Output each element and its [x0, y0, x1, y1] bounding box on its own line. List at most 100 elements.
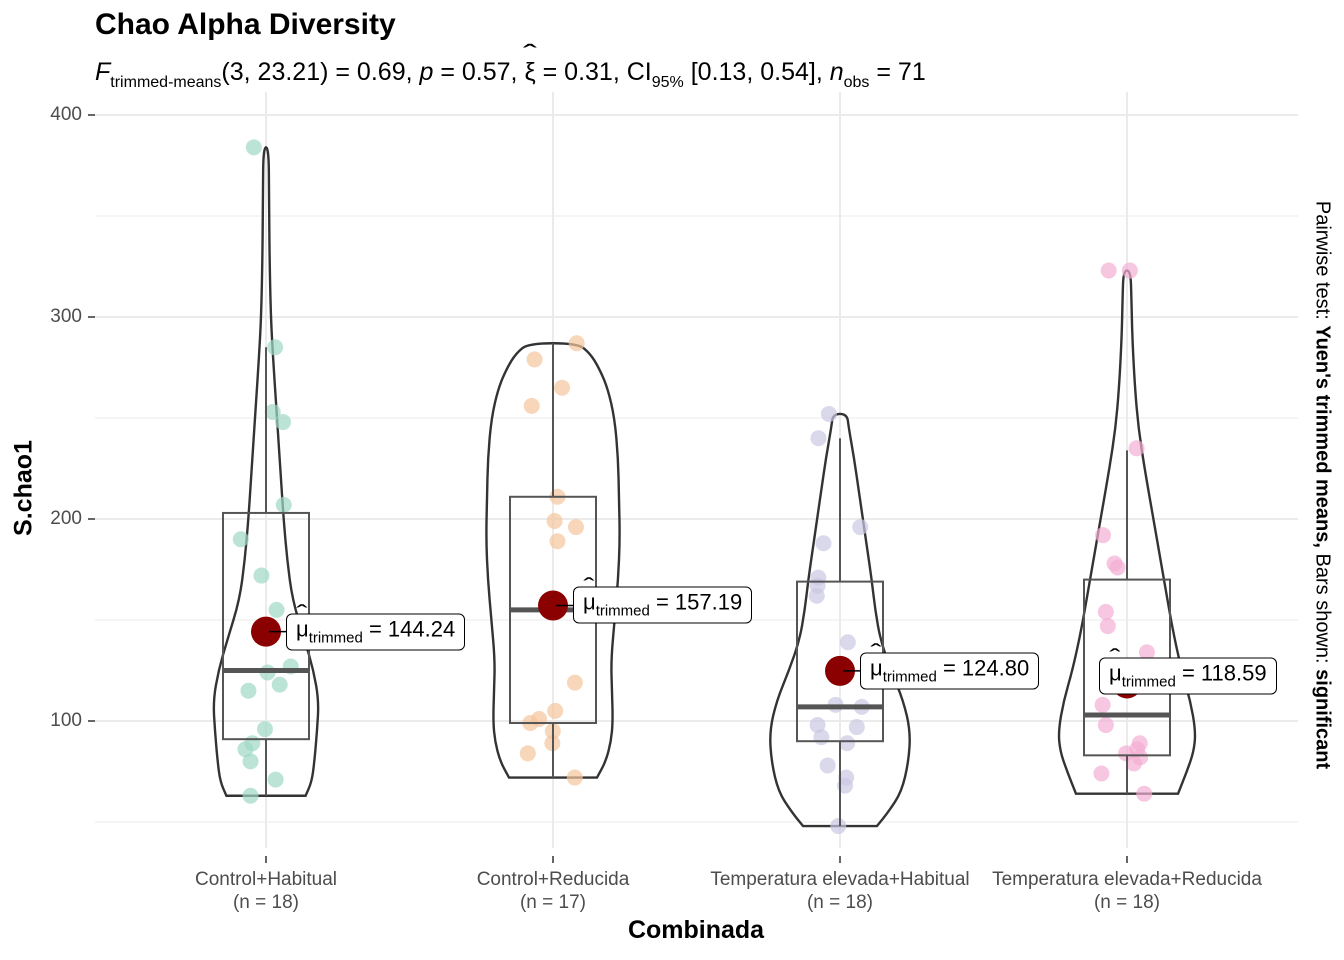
mean-label-symbol: μ	[870, 655, 883, 681]
data-point	[240, 682, 257, 699]
effect-value: = 0.31,	[542, 58, 620, 86]
ci-label: CI	[626, 58, 652, 86]
data-point	[815, 535, 832, 552]
x-tick-label: Control+Reducida (n = 17)	[477, 868, 630, 914]
data-point	[1128, 440, 1145, 457]
caption-prefix: Pairwise test:	[1311, 200, 1334, 326]
data-point	[549, 533, 566, 550]
y-axis-label: S.chao1	[9, 440, 38, 536]
pairwise-caption: Pairwise test: Yuen's trimmed means, Bar…	[1311, 201, 1334, 769]
chart-subtitle: Ftrimmed-means(3, 23.21) = 0.69, p = 0.5…	[95, 58, 926, 92]
mean-label-symbol: μ	[1109, 661, 1122, 687]
y-tick-label: 400	[50, 104, 82, 125]
y-tick-label: 100	[50, 710, 82, 731]
mean-label-subscript: trimmed	[1121, 673, 1176, 691]
group-n: (n = 18)	[1093, 892, 1160, 913]
x-tick-label: Temperatura elevada+Reducida (n = 18)	[992, 868, 1262, 914]
data-point	[1097, 603, 1114, 620]
data-point	[810, 569, 827, 586]
data-point	[253, 567, 270, 584]
data-point	[568, 335, 585, 352]
mean-label-subscript: trimmed	[595, 602, 650, 620]
group-n: (n = 18)	[232, 892, 299, 913]
group-n: (n = 18)	[806, 892, 873, 913]
data-point	[271, 676, 288, 693]
n-symbol: n	[829, 58, 844, 86]
data-point	[1094, 696, 1111, 713]
data-point	[566, 674, 583, 691]
p-value: = 0.57,	[440, 58, 518, 86]
data-point	[256, 721, 273, 738]
data-point	[839, 735, 856, 752]
p-symbol: p	[419, 58, 434, 86]
data-point	[546, 513, 563, 530]
data-point	[275, 414, 292, 431]
stat-symbol: F	[95, 58, 111, 86]
data-point	[567, 519, 584, 536]
data-point	[1099, 618, 1116, 635]
y-tick-label: 300	[50, 306, 82, 327]
data-point	[1136, 785, 1153, 802]
data-point	[245, 139, 262, 156]
trimmed-mean-label: μtrimmed = 144.24	[286, 613, 466, 651]
n-value: = 71	[876, 58, 926, 86]
data-point	[267, 339, 284, 356]
data-point	[242, 787, 259, 804]
caption-test: Yuen's trimmed means,	[1311, 325, 1334, 548]
caption-middle: Bars shown:	[1311, 547, 1334, 670]
data-point	[810, 430, 827, 447]
data-point	[566, 769, 583, 786]
boxplots	[222, 343, 1171, 827]
data-point	[1121, 262, 1138, 279]
axis-ticks	[88, 114, 1128, 863]
mean-label-subscript: trimmed	[308, 629, 363, 647]
data-point	[1106, 555, 1123, 572]
violin-outline	[769, 412, 911, 828]
group-name: Temperatura elevada+Habitual	[710, 869, 970, 890]
trimmed-mean-label: μtrimmed = 118.59	[1099, 657, 1277, 695]
data-point	[1097, 717, 1114, 734]
x-axis-label: Combinada	[627, 916, 765, 944]
data-point	[531, 710, 548, 727]
data-point	[264, 403, 281, 420]
trimmed-mean-point	[538, 590, 568, 621]
data-point	[554, 379, 571, 396]
data-point	[1100, 262, 1117, 279]
data-point	[244, 735, 261, 752]
data-point	[1095, 527, 1112, 544]
effect-symbol: ξ	[524, 58, 535, 87]
ci-value: [0.13, 0.54],	[690, 58, 823, 86]
trimmed-mean-point	[825, 655, 855, 686]
y-tick-label: 200	[50, 508, 82, 529]
data-point	[1093, 765, 1110, 782]
ci-subscript: 95%	[651, 74, 684, 91]
data-point	[852, 519, 869, 536]
violins	[212, 146, 1197, 828]
stat-df: (3, 23.21)	[221, 58, 329, 86]
group-name: Control+Reducida	[476, 869, 630, 890]
data-point	[830, 818, 847, 835]
data-point	[267, 771, 284, 788]
data-point	[838, 769, 855, 786]
group-n: (n = 17)	[519, 892, 586, 913]
group-name: Temperatura elevada+Reducida	[992, 869, 1262, 890]
mean-label-value: = 144.24	[362, 616, 456, 642]
data-point	[820, 405, 837, 422]
x-tick-label: Control+Habitual (n = 18)	[195, 868, 337, 914]
data-point	[1131, 735, 1148, 752]
mean-label-value: = 124.80	[936, 655, 1030, 681]
data-point	[519, 745, 536, 762]
data-point	[839, 634, 856, 651]
trimmed-mean-point	[251, 616, 281, 647]
stat-subscript: trimmed-means	[110, 74, 222, 91]
x-tick-label: Temperatura elevada+Habitual (n = 18)	[710, 868, 969, 914]
data-point	[848, 719, 865, 736]
data-point	[268, 601, 285, 618]
stat-value: = 0.69,	[335, 58, 413, 86]
data-point	[242, 753, 259, 770]
group-name: Control+Habitual	[194, 869, 338, 890]
data-point	[523, 397, 540, 414]
trimmed-mean-label: μtrimmed = 124.80	[860, 652, 1040, 690]
mean-label-value: = 118.59	[1175, 660, 1267, 686]
